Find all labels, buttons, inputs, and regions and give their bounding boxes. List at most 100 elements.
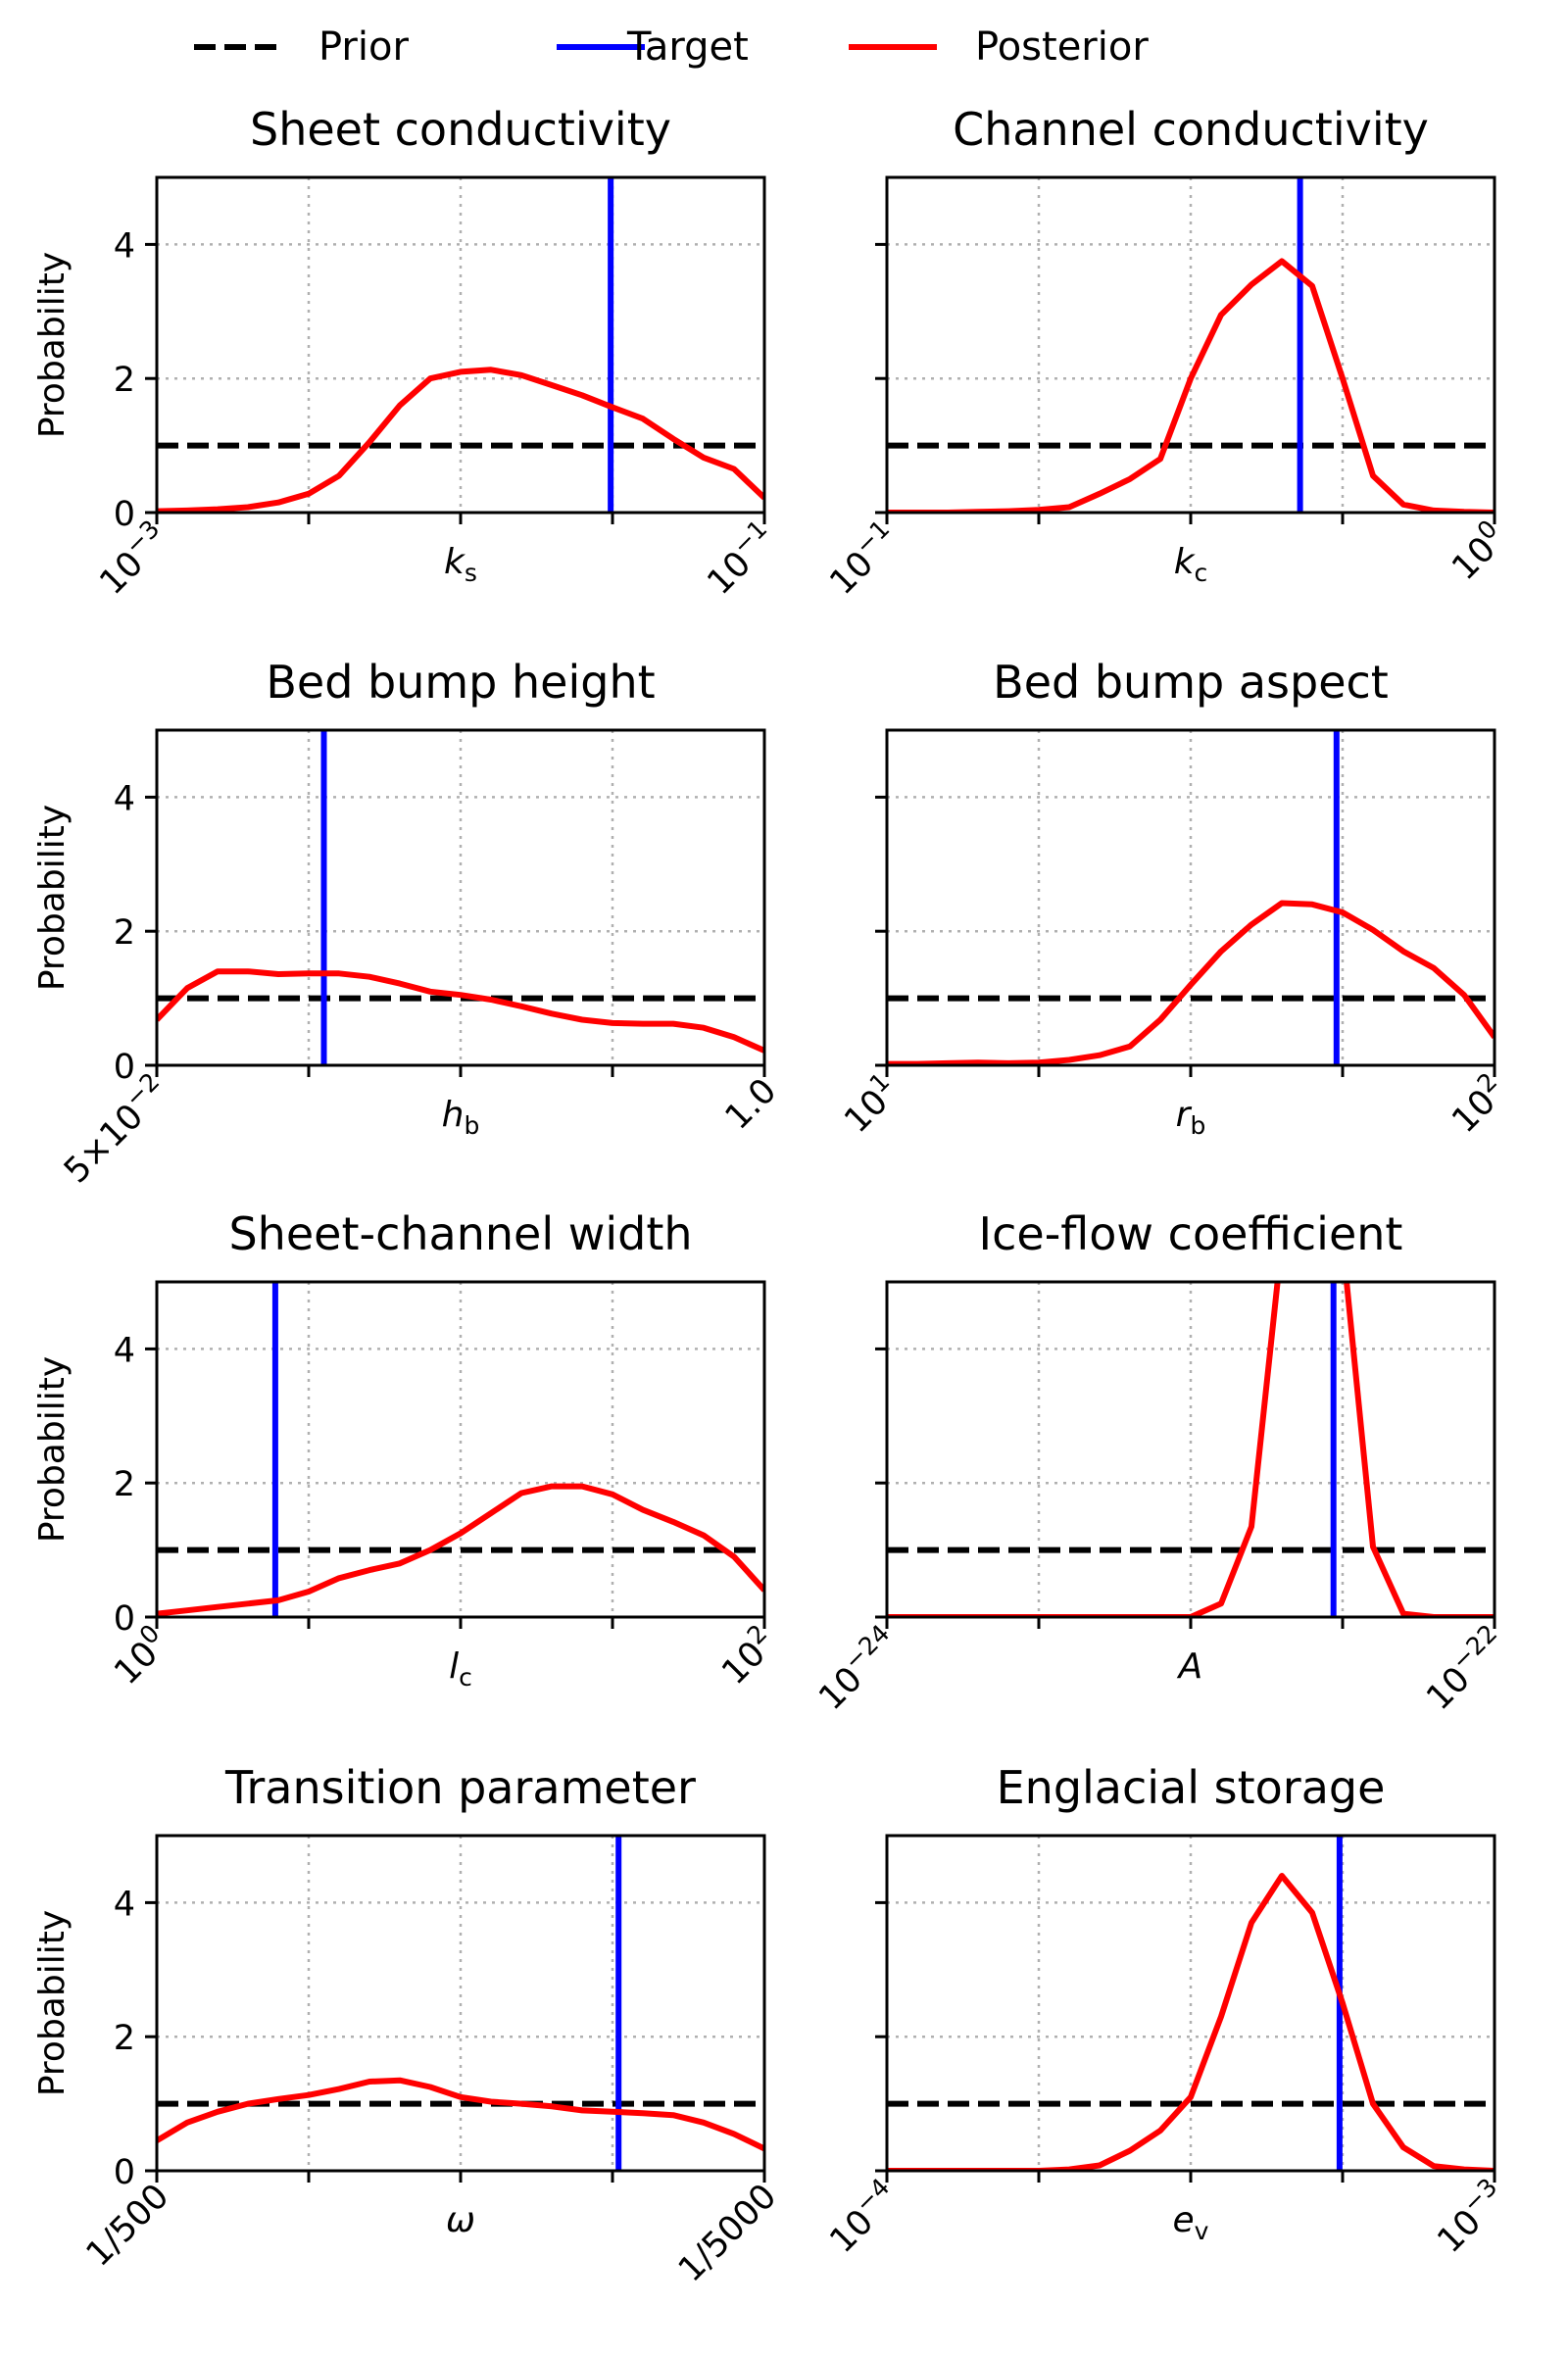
gridlines [157, 177, 764, 513]
y-tick-label: 0 [114, 2153, 135, 2192]
x-axis-variable: l [449, 1646, 459, 1687]
x-axis-subscript: v [1195, 2217, 1209, 2245]
y-axis-label: Probability [32, 1356, 73, 1543]
x-axis-label: ev [1173, 2200, 1209, 2245]
gridlines [157, 1836, 764, 2171]
x-axis-label: kc [1174, 542, 1208, 587]
x-axis-subscript: b [1190, 1111, 1205, 1140]
panel-sheet-conductivity: Sheet conductivity 0 2 4 Probability ks 10−3 10… [32, 103, 784, 603]
x-tick-label: 10−22 [1415, 1619, 1514, 1718]
tick-base: 1/5000 [671, 2177, 784, 2289]
gridlines [887, 177, 1494, 513]
legend-item-prior: Prior [194, 25, 409, 70]
y-axis-label: Probability [32, 805, 73, 991]
panel-ice-flow-coefficient: Ice-flow coefficient A 10−24 10−22 [808, 1207, 1514, 1718]
panel-title: Bed bump aspect [993, 656, 1389, 709]
x-axis-subscript: s [465, 559, 477, 587]
legend-label: Target [626, 25, 749, 70]
panel-title: Englacial storage [997, 1761, 1386, 1814]
x-axis-label: rb [1176, 1095, 1206, 1140]
panel-title: Sheet conductivity [250, 103, 671, 156]
x-axis-subscript: b [464, 1111, 479, 1140]
y-tick-label: 4 [114, 779, 135, 818]
gridlines [887, 1282, 1494, 1617]
x-tick-label: 1/5000 [671, 2177, 784, 2289]
panel-bed-bump-aspect: Bed bump aspect rb 101 102 [833, 656, 1514, 1141]
panel-title: Ice-flow coefficient [979, 1207, 1403, 1260]
panel-title: Channel conductivity [953, 103, 1429, 156]
x-tick-label: 1.0 [718, 1071, 785, 1138]
plot-area [887, 1282, 1494, 1617]
x-axis-label: lc [449, 1646, 472, 1692]
x-axis-label: ω [446, 2200, 475, 2240]
gridlines [157, 1282, 764, 1617]
plot-area [887, 1836, 1494, 2171]
x-axis-variable: ω [446, 2200, 475, 2240]
x-axis-variable: k [1174, 542, 1197, 582]
x-axis-subscript: c [1195, 559, 1208, 587]
panel-title: Bed bump height [266, 656, 655, 709]
x-axis-label: hb [442, 1095, 480, 1140]
y-tick-label: 2 [114, 361, 135, 400]
panel-transition-parameter: Transition parameter 0 2 4 Probability ω 1/500… [32, 1761, 784, 2289]
panel-channel-conductivity: Channel conductivity kc 10−1 100 [818, 103, 1514, 603]
posterior-line [887, 1282, 1494, 1617]
legend: Prior Target Posterior [194, 25, 1149, 70]
plot-area [157, 177, 764, 513]
posterior-line [157, 367, 764, 513]
y-tick-label: 4 [114, 226, 135, 266]
plot-area [157, 1836, 764, 2171]
posterior-line [887, 258, 1494, 513]
gridlines [887, 730, 1494, 1065]
y-tick-label: 2 [114, 913, 135, 953]
gridlines [887, 1836, 1494, 2171]
x-tick-label: 10−3 [1426, 2173, 1514, 2261]
posterior-line [887, 900, 1494, 1065]
legend-label: Posterior [975, 25, 1149, 70]
y-tick-label: 4 [114, 1885, 135, 1924]
panel-englacial-storage: Englacial storage ev 10−4 10−3 [818, 1761, 1514, 2261]
y-axis-label: Probability [32, 252, 73, 438]
x-tick-label: 10−24 [808, 1619, 906, 1718]
posterior-line [157, 1483, 764, 1617]
x-tick-label: 100 [1441, 515, 1514, 588]
x-tick-label: 10−1 [696, 515, 784, 603]
panel-title: Transition parameter [224, 1761, 696, 1814]
x-axis-label: ks [444, 542, 477, 587]
y-tick-label: 2 [114, 2019, 135, 2058]
x-tick-label: 102 [1441, 1067, 1514, 1141]
tick-base: 1.0 [718, 1071, 785, 1138]
panel-title: Sheet-channel width [228, 1207, 692, 1260]
posterior-line [157, 968, 764, 1054]
x-tick-label: 10−3 [88, 515, 176, 603]
legend-item-posterior: Posterior [849, 25, 1149, 70]
posterior-line [887, 1873, 1494, 2171]
legend-item-target: Target [557, 25, 749, 70]
posterior-line [157, 2077, 764, 2152]
y-tick-label: 2 [114, 1465, 135, 1504]
x-axis-variable: h [442, 1095, 465, 1135]
y-tick-label: 0 [114, 1599, 135, 1639]
plot-area [157, 1282, 764, 1617]
x-axis-variable: k [444, 542, 466, 582]
x-tick-label: 102 [710, 1619, 784, 1693]
legend-label: Prior [318, 25, 409, 70]
x-axis-variable: A [1177, 1646, 1203, 1687]
plot-area [157, 730, 764, 1065]
plot-area [887, 730, 1494, 1065]
x-axis-subscript: c [459, 1663, 472, 1692]
x-axis-variable: e [1173, 2200, 1195, 2240]
x-axis-label: A [1177, 1646, 1203, 1687]
x-axis-variable: r [1176, 1095, 1193, 1135]
x-tick-label: 101 [833, 1067, 906, 1141]
gridlines [157, 730, 764, 1065]
y-tick-label: 0 [114, 495, 135, 534]
x-tick-label: 10−1 [818, 515, 906, 603]
x-tick-label: 10−4 [818, 2173, 906, 2261]
panels: Sheet conductivity024Probabilityks10−310… [32, 103, 1514, 2289]
y-axis-label: Probability [32, 1910, 73, 2096]
y-tick-label: 4 [114, 1331, 135, 1370]
